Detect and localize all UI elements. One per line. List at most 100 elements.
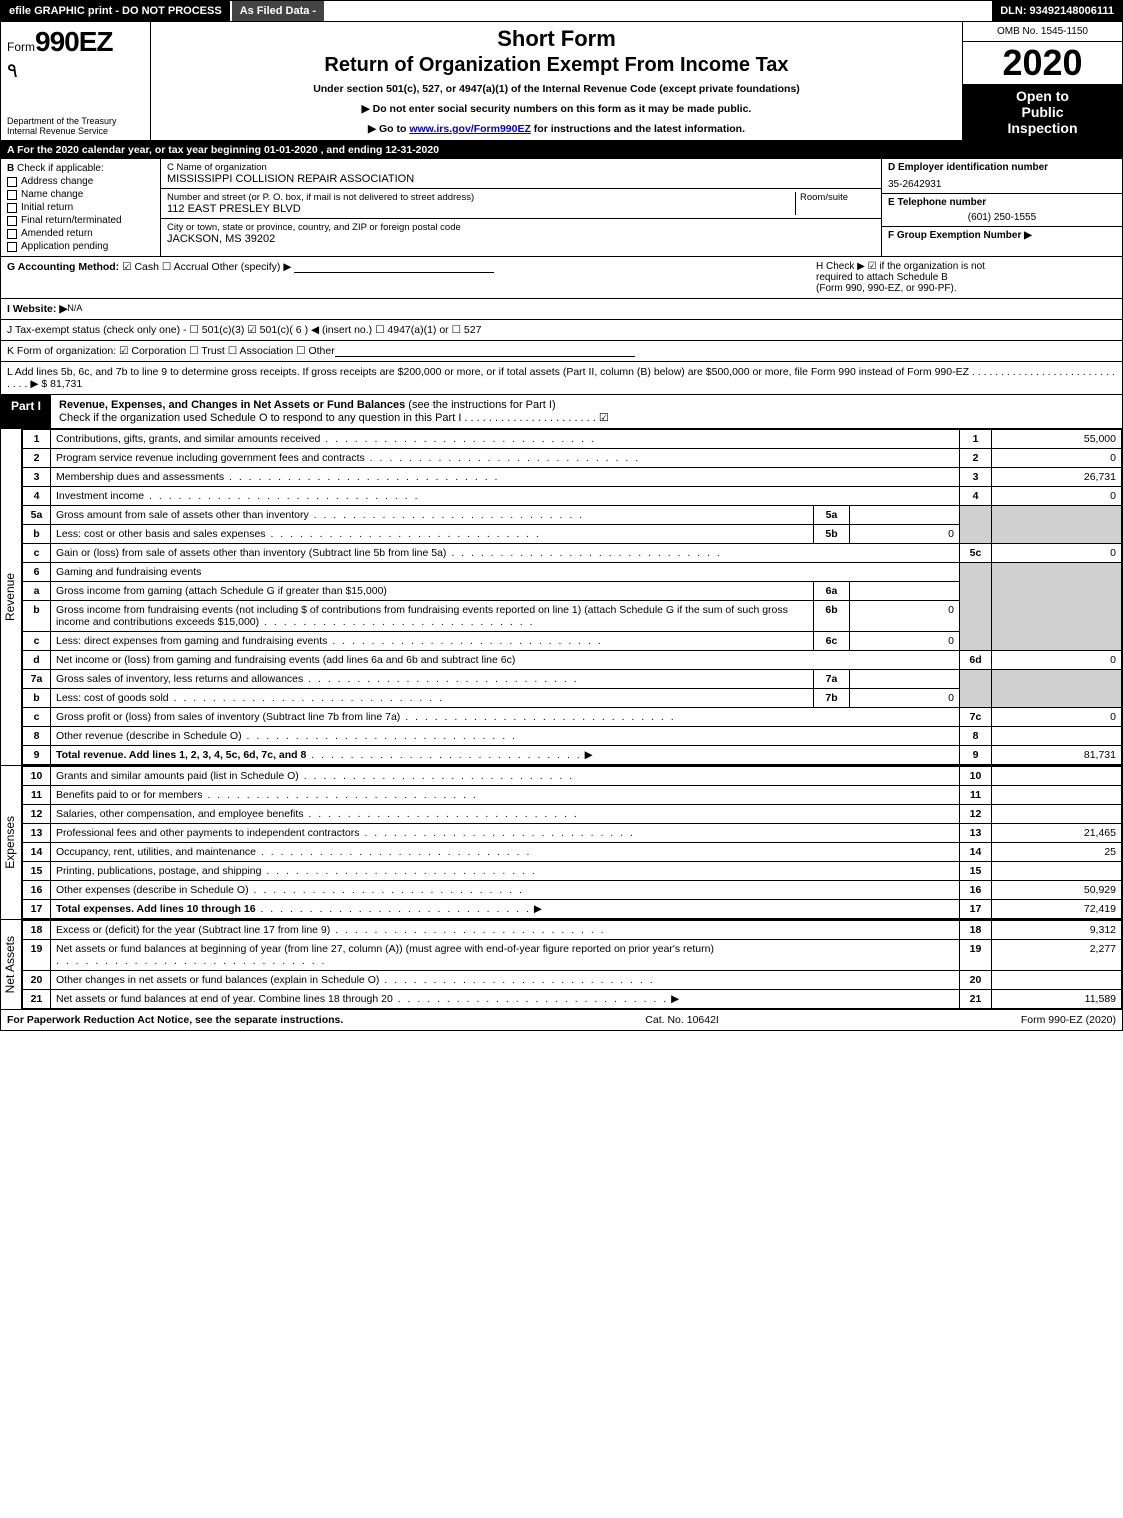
omb-number: OMB No. 1545-1150 [963, 22, 1122, 42]
revenue-side-label: Revenue [1, 429, 22, 765]
expenses-side-label: Expenses [1, 766, 22, 919]
line-amt [992, 786, 1122, 805]
arrow2-post: for instructions and the latest informat… [531, 123, 745, 135]
part-i-paren: (see the instructions for Part I) [408, 399, 555, 411]
form-title: Return of Organization Exempt From Incom… [157, 54, 956, 77]
netassets-label: Net Assets [1, 934, 21, 995]
form-no: 990EZ [35, 26, 113, 57]
line-desc: Gaming and fundraising events [51, 563, 960, 582]
open2: Public [965, 104, 1120, 120]
line-6c: cLess: direct expenses from gaming and f… [23, 632, 1122, 651]
chk-application-pending[interactable]: Application pending [7, 241, 154, 252]
line-11: 11Benefits paid to or for members11 [23, 786, 1122, 805]
city-label: City or town, state or province, country… [167, 222, 875, 233]
open1: Open to [965, 88, 1120, 104]
line-15: 15Printing, publications, postage, and s… [23, 862, 1122, 881]
sub-val [850, 506, 960, 525]
line-amt: 50,929 [992, 881, 1122, 900]
netassets-table: 18Excess or (deficit) for the year (Subt… [22, 920, 1122, 1009]
line-16: 16Other expenses (describe in Schedule O… [23, 881, 1122, 900]
d-ein-label: D Employer identification number [888, 162, 1116, 173]
line-6d: dNet income or (loss) from gaming and fu… [23, 651, 1122, 670]
chk-label: Amended return [21, 228, 93, 239]
line-desc: Gain or (loss) from sale of assets other… [56, 547, 446, 559]
form-990ez: efile GRAPHIC print - DO NOT PROCESS As … [0, 0, 1123, 1031]
line-amt [992, 805, 1122, 824]
chk-final-return[interactable]: Final return/terminated [7, 215, 154, 226]
line-1: 1Contributions, gifts, grants, and simil… [23, 430, 1122, 449]
triangle-icon: ▶ [671, 993, 679, 1005]
line-desc: Program service revenue including govern… [56, 452, 365, 464]
ein-value: 35-2642931 [888, 179, 1116, 190]
sub-num: 6c [814, 632, 850, 651]
header-right: OMB No. 1545-1150 2020 Open to Public In… [962, 22, 1122, 140]
part-i-tag: Part I [1, 395, 51, 428]
line-amt: 2,277 [992, 940, 1122, 971]
entity-info-block: B Check if applicable: Address change Na… [1, 159, 1122, 257]
sub-val: 0 [850, 689, 960, 708]
chk-initial-return[interactable]: Initial return [7, 202, 154, 213]
line-19: 19Net assets or fund balances at beginni… [23, 940, 1122, 971]
h-line1: H Check ▶ ☑ if the organization is not [816, 261, 1116, 272]
line-desc: Total expenses. Add lines 10 through 16 [56, 903, 256, 915]
line-18: 18Excess or (deficit) for the year (Subt… [23, 921, 1122, 940]
sub-num: 5b [814, 525, 850, 544]
row-a-tax-year: A For the 2020 calendar year, or tax yea… [1, 141, 1122, 159]
revenue-section: Revenue 1Contributions, gifts, grants, a… [1, 429, 1122, 765]
line-desc: Less: cost or other basis and sales expe… [56, 528, 266, 540]
line-desc: Gross amount from sale of assets other t… [56, 509, 309, 521]
chk-name-change[interactable]: Name change [7, 189, 154, 200]
line-amt: 0 [992, 544, 1122, 563]
line-5a: 5aGross amount from sale of assets other… [23, 506, 1122, 525]
c-name-label: C Name of organization [167, 162, 875, 173]
k-other-line[interactable] [335, 345, 635, 357]
sub-val: 0 [850, 601, 960, 632]
line-desc: Gross income from gaming (attach Schedul… [56, 585, 387, 597]
line-7b: bLess: cost of goods sold7b0 [23, 689, 1122, 708]
open-to-public: Open to Public Inspection [963, 84, 1122, 140]
line-desc: Printing, publications, postage, and shi… [56, 865, 261, 877]
line-desc: Net income or (loss) from gaming and fun… [56, 654, 515, 666]
efile-topbar: efile GRAPHIC print - DO NOT PROCESS As … [1, 1, 1122, 22]
topbar-left: efile GRAPHIC print - DO NOT PROCESS [1, 1, 230, 21]
dept-treasury: Department of the Treasury Internal Reve… [7, 116, 144, 136]
line-10: 10Grants and similar amounts paid (list … [23, 767, 1122, 786]
line-desc: Grants and similar amounts paid (list in… [56, 770, 299, 782]
line-21: 21Net assets or fund balances at end of … [23, 990, 1122, 1009]
instruction-line-1: ▶ Do not enter social security numbers o… [157, 103, 956, 115]
irs-seal-icon: ٩ [7, 58, 144, 83]
sub-val: 0 [850, 632, 960, 651]
line-3: 3Membership dues and assessments326,731 [23, 468, 1122, 487]
g-label: G Accounting Method: [7, 261, 119, 273]
line-6b: bGross income from fundraising events (n… [23, 601, 1122, 632]
line-amt: 0 [992, 708, 1122, 727]
line-20: 20Other changes in net assets or fund ba… [23, 971, 1122, 990]
line-12: 12Salaries, other compensation, and empl… [23, 805, 1122, 824]
topbar-mid: As Filed Data - [230, 1, 324, 21]
chk-label: Name change [21, 189, 83, 200]
line-desc: Total revenue. Add lines 1, 2, 3, 4, 5c,… [56, 749, 306, 761]
g-other-line[interactable] [294, 261, 494, 273]
form-ref: Form 990-EZ (2020) [1021, 1014, 1116, 1026]
irs-link[interactable]: www.irs.gov/Form990EZ [409, 123, 531, 135]
line-amt: 11,589 [992, 990, 1122, 1009]
line-9: 9Total revenue. Add lines 1, 2, 3, 4, 5c… [23, 746, 1122, 765]
form-header: Form990EZ ٩ Department of the Treasury I… [1, 22, 1122, 141]
part-i-header: Part I Revenue, Expenses, and Changes in… [1, 394, 1122, 429]
chk-address-change[interactable]: Address change [7, 176, 154, 187]
topbar-dln: DLN: 93492148006111 [992, 1, 1122, 21]
line-desc: Net assets or fund balances at end of ye… [56, 993, 393, 1005]
col-def: D Employer identification number 35-2642… [882, 159, 1122, 256]
line-amt [992, 971, 1122, 990]
line-desc: Membership dues and assessments [56, 471, 224, 483]
page-footer: For Paperwork Reduction Act Notice, see … [1, 1009, 1122, 1030]
k-text: K Form of organization: ☑ Corporation ☐ … [7, 345, 335, 357]
chk-label: Address change [21, 176, 93, 187]
chk-amended-return[interactable]: Amended return [7, 228, 154, 239]
line-amt: 25 [992, 843, 1122, 862]
instruction-line-2: ▶ Go to www.irs.gov/Form990EZ for instru… [157, 123, 956, 135]
revenue-table: 1Contributions, gifts, grants, and simil… [22, 429, 1122, 765]
g-options: ☑ Cash ☐ Accrual Other (specify) ▶ [122, 261, 291, 273]
chk-label: Initial return [21, 202, 73, 213]
line-desc: Less: direct expenses from gaming and fu… [56, 635, 327, 647]
